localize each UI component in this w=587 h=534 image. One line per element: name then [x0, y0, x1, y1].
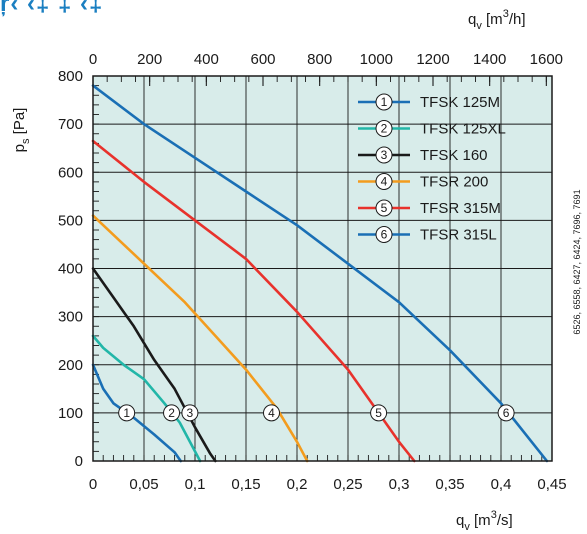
- x-top-tick-label: 200: [137, 51, 162, 68]
- x-bottom-axis-label: qv [m3/s]: [456, 509, 513, 533]
- curve-marker-circle: [118, 404, 136, 422]
- legend-label: TFSK 125XL: [420, 121, 506, 138]
- curve-marker-2: 2: [163, 404, 181, 422]
- legend-marker-circle: [375, 120, 393, 137]
- y-tick-label: 100: [58, 405, 83, 422]
- x-bottom-tick-label: 0,3: [389, 476, 410, 493]
- x-top-tick-label: 1600: [530, 51, 563, 68]
- x-bottom-tick-labels: 0 0,05 0,1 0,15 0,2 0,25 0,3 0,35 0,4 0,45: [89, 476, 567, 493]
- curve-marker-label: 1: [123, 406, 130, 420]
- curve-marker-6: 6: [497, 404, 515, 422]
- curve-1: [91, 363, 182, 463]
- y-tick-label: 300: [58, 309, 83, 326]
- curve-marker-label: 3: [187, 406, 194, 420]
- legend-marker-label: 6: [381, 228, 388, 242]
- x-bottom-tick-label: 0,25: [333, 476, 362, 493]
- x-bottom-tick-label: 0,15: [231, 476, 260, 493]
- x-bottom-tick-label: 0,35: [435, 476, 464, 493]
- y-tick-label: 500: [58, 212, 83, 229]
- y-tick-label: 0: [75, 453, 83, 470]
- curve-marker-1: 1: [118, 404, 136, 422]
- curve-marker-label: 6: [503, 406, 510, 420]
- curve-marker-circle: [370, 404, 388, 422]
- legend-marker-label: 3: [381, 148, 388, 162]
- x-bottom-tick-label: 0: [89, 476, 97, 493]
- curve-marker-circle: [497, 404, 515, 422]
- legend-marker-label: 2: [381, 122, 388, 136]
- legend-item-4: 4 TFSR 200: [358, 173, 488, 191]
- legend: 1 TFSK 125M 2 TFSK 125XL 3 TFSK 160 4 TFSR 200 5…: [358, 93, 506, 244]
- legend-label: TFSR 200: [420, 174, 488, 191]
- y-axis-label: ps [Pa]: [11, 108, 32, 153]
- legend-marker-circle: [375, 226, 393, 243]
- y-tick-label: 600: [58, 164, 83, 181]
- legend-item-5: 5 TFSR 315M: [358, 199, 501, 217]
- x-top-tick-label: 800: [307, 51, 332, 68]
- curve-marker-label: 2: [168, 406, 175, 420]
- heading-fragment-text: ŗ‹ ‹‡ ‡ ‹‡: [0, 0, 104, 17]
- legend-marker-circle: [375, 173, 393, 190]
- legend-marker-label: 4: [381, 175, 388, 189]
- legend-label: TFSK 160: [420, 147, 488, 164]
- legend-marker-circle: [375, 93, 393, 111]
- x-top-axis-label: qv [m3/h]: [468, 8, 526, 32]
- x-top-tick-label: 1200: [416, 51, 449, 68]
- legend-marker-circle: [375, 199, 393, 217]
- curve-5: [91, 139, 416, 463]
- heading-fragment: ŗ‹ ‹‡ ‡ ‹‡: [0, 0, 200, 22]
- legend-item-6: 6 TFSR 315L: [358, 226, 497, 244]
- legend-marker-label: 5: [381, 201, 388, 215]
- curve-2: [91, 334, 202, 463]
- curve-4: [91, 214, 309, 463]
- curve-marker-5: 5: [370, 404, 388, 422]
- legend-item-1: 1 TFSK 125M: [358, 93, 500, 111]
- legend-marker-label: 1: [381, 95, 388, 109]
- legend-label: TFSR 315M: [420, 200, 501, 217]
- curve-marker-circle: [163, 404, 181, 422]
- curve-3: [91, 267, 217, 463]
- side-note: 6526, 6558, 6427, 6424, 7696, 7691: [572, 189, 582, 334]
- x-bottom-tick-label: 0,45: [537, 476, 566, 493]
- y-tick-label: 800: [58, 68, 83, 85]
- x-top-tick-label: 1000: [360, 51, 393, 68]
- legend-item-3: 3 TFSK 160: [358, 146, 488, 164]
- legend-marker-circle: [375, 146, 393, 164]
- curve-marker-label: 5: [375, 406, 382, 420]
- x-bottom-tick-label: 0,2: [287, 476, 308, 493]
- legend-label: TFSK 125M: [420, 94, 500, 111]
- x-top-tick-label: 600: [250, 51, 275, 68]
- curve-marker-label: 4: [268, 406, 275, 420]
- legend-label: TFSR 315L: [420, 227, 497, 244]
- y-tick-label: 200: [58, 357, 83, 374]
- x-bottom-tick-label: 0,1: [185, 476, 206, 493]
- curve-marker-3: 3: [181, 404, 199, 422]
- x-top-tick-labels: 0 200 400 600 800 1000 1200 1400 1600: [89, 51, 563, 68]
- y-tick-labels: 0 100 200 300 400 500 600 700 800: [58, 68, 83, 470]
- y-tick-label: 700: [58, 116, 83, 133]
- curve-marker-circle: [181, 404, 199, 422]
- curve-marker-circle: [263, 404, 280, 422]
- x-top-tick-label: 400: [194, 51, 219, 68]
- y-tick-label: 400: [58, 261, 83, 278]
- legend-item-2: 2 TFSK 125XL: [358, 120, 506, 138]
- x-bottom-tick-label: 0,05: [129, 476, 158, 493]
- x-bottom-tick-label: 0,4: [491, 476, 512, 493]
- x-top-tick-label: 1400: [473, 51, 506, 68]
- plot-frame: [92, 75, 553, 462]
- x-top-tick-label: 0: [89, 51, 97, 68]
- curve-marker-4: 4: [263, 404, 280, 422]
